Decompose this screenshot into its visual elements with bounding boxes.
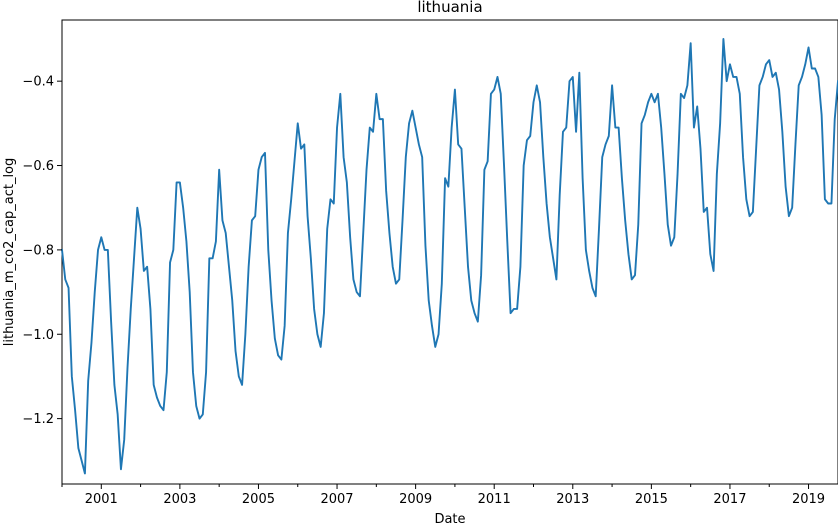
y-tick-label: −0.8 (22, 243, 54, 258)
x-tick-label: 2001 (85, 492, 118, 507)
y-tick-label: −0.4 (22, 75, 54, 90)
y-tick-label: −1.0 (22, 328, 54, 343)
x-axis-ticks: 2001 2003 2005 2007 2009 2011 2013 2015 2017 2019 (61, 484, 825, 507)
x-tick-label: 2015 (635, 492, 668, 507)
y-axis-title: lithuania_m_co2_cap_act_log (2, 158, 17, 347)
x-tick-label: 2009 (399, 492, 432, 507)
x-tick-label: 2007 (320, 492, 353, 507)
x-tick-label: 2005 (242, 492, 275, 507)
x-axis-title: Date (434, 512, 465, 525)
x-tick-label: 2017 (713, 492, 746, 507)
y-tick-label: −0.6 (22, 159, 54, 174)
y-tick-label: −1.2 (22, 412, 54, 427)
chart-title: lithuania (417, 0, 482, 16)
x-tick-label: 2019 (792, 492, 825, 507)
y-axis-ticks: −1.2 −1.0 −0.8 −0.6 −0.4 (22, 75, 62, 427)
plot-area (61, 19, 838, 485)
series-layer (60, 38, 838, 475)
x-tick-label: 2011 (478, 492, 511, 507)
x-tick-label: 2013 (556, 492, 589, 507)
x-tick-label: 2003 (163, 492, 196, 507)
series-line-0 (60, 38, 838, 475)
